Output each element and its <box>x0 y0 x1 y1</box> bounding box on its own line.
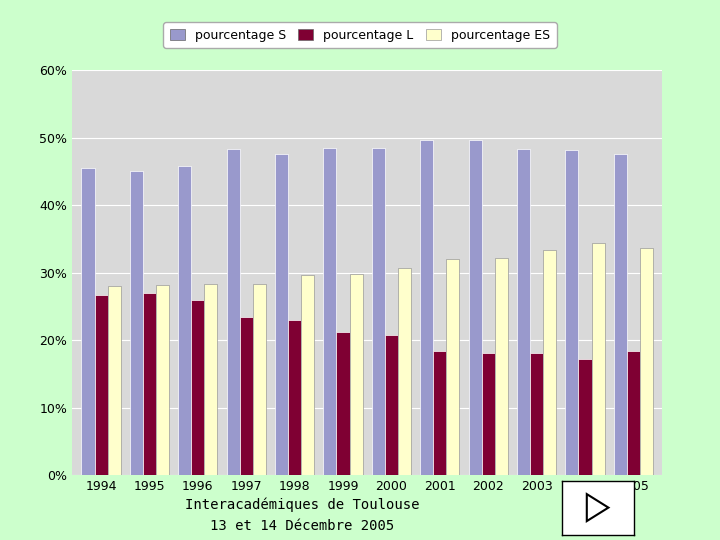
Bar <box>578 359 592 475</box>
Text: Interacadémiques de Toulouse: Interacadémiques de Toulouse <box>185 498 420 512</box>
Text: 13 et 14 Décembre 2005: 13 et 14 Décembre 2005 <box>210 519 395 534</box>
Bar <box>94 295 107 475</box>
Legend: pourcentage S, pourcentage L, pourcentage ES: pourcentage S, pourcentage L, pourcentag… <box>163 23 557 48</box>
Bar <box>192 300 204 475</box>
Bar <box>372 148 385 475</box>
Bar <box>288 320 301 475</box>
Bar <box>613 154 627 475</box>
Bar <box>349 274 363 475</box>
Bar <box>495 258 508 475</box>
Bar <box>482 353 495 475</box>
Bar <box>275 154 288 475</box>
Bar <box>517 148 530 475</box>
Bar <box>156 285 169 475</box>
Bar <box>240 317 253 475</box>
Bar <box>301 275 314 475</box>
Bar <box>420 140 433 475</box>
Bar <box>336 332 349 475</box>
Bar <box>469 140 482 475</box>
Bar <box>323 148 336 475</box>
Bar <box>543 249 556 475</box>
Bar <box>81 168 94 475</box>
Bar <box>565 150 578 475</box>
Bar <box>179 166 192 475</box>
Bar <box>446 259 459 475</box>
Bar <box>107 286 121 475</box>
Bar <box>204 284 217 475</box>
Bar <box>143 293 156 475</box>
Bar <box>433 351 446 475</box>
Bar <box>627 351 640 475</box>
Bar <box>592 243 605 475</box>
Bar <box>227 148 240 475</box>
Bar <box>640 248 653 475</box>
Bar <box>530 353 543 475</box>
Bar <box>130 172 143 475</box>
Bar <box>385 335 398 475</box>
Bar <box>253 284 266 475</box>
Bar <box>398 268 411 475</box>
